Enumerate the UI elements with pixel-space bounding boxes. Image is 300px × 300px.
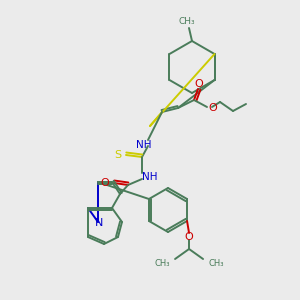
Text: S: S bbox=[114, 150, 121, 160]
Text: NH: NH bbox=[142, 172, 158, 182]
Text: NH: NH bbox=[136, 140, 152, 150]
Text: N: N bbox=[95, 218, 103, 228]
Text: CH₃: CH₃ bbox=[154, 260, 170, 268]
Text: O: O bbox=[185, 232, 194, 242]
Text: O: O bbox=[100, 178, 109, 188]
Text: O: O bbox=[208, 103, 217, 113]
Text: CH₃: CH₃ bbox=[208, 260, 224, 268]
Text: CH₃: CH₃ bbox=[179, 16, 195, 26]
Text: O: O bbox=[195, 79, 203, 89]
